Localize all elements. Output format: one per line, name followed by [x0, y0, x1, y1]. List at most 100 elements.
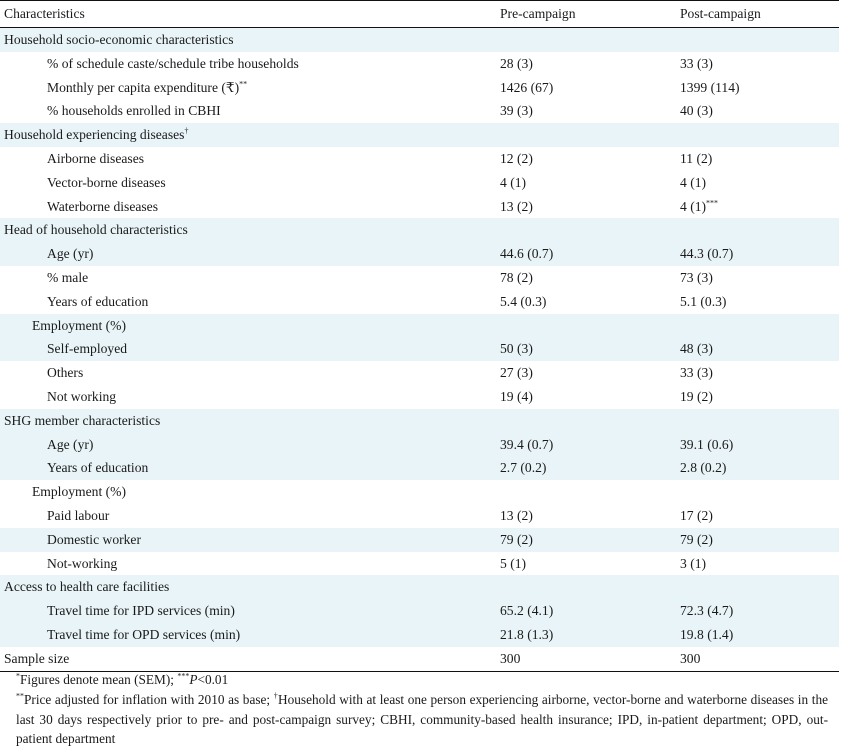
pre-campaign-value: 65.2 (4.1) [500, 599, 680, 623]
post-campaign-value-text: 48 (3) [680, 341, 713, 357]
row-label-footnote-marker: ** [239, 79, 248, 89]
row-label: Others [0, 361, 500, 385]
post-campaign-value-text: 2.8 (0.2) [680, 460, 727, 476]
post-campaign-value [680, 408, 839, 433]
row-label-text: Employment (%) [32, 484, 127, 500]
pre-campaign-value: 2.7 (0.2) [500, 456, 680, 481]
section-row: Household experiencing diseases† [0, 123, 839, 147]
row-label-text: Travel time for OPD services (min) [47, 626, 241, 642]
row-label: Airborne diseases [0, 147, 500, 171]
footnote-text: <0.01 [197, 672, 229, 687]
post-campaign-value: 33 (3) [680, 361, 839, 385]
post-campaign-value: 3 (1) [680, 552, 839, 576]
pre-campaign-value: 44.6 (0.7) [500, 242, 680, 266]
post-campaign-value: 300 [680, 646, 839, 672]
post-campaign-value-text: 3 (1) [680, 555, 707, 571]
footnote-marker: ** [16, 691, 24, 701]
characteristics-table: Characteristics Pre-campaign Post-campai… [0, 0, 839, 672]
table-row: Age (yr) 39.4 (0.7) 39.1 (0.6) [0, 432, 839, 457]
pre-campaign-value: 79 (2) [500, 527, 680, 552]
post-campaign-value-text: 73 (3) [680, 269, 713, 285]
table-row: Waterborne diseases 13 (2) 4 (1)*** [0, 195, 839, 219]
row-label-text: Not-working [47, 555, 118, 571]
pre-campaign-value [500, 313, 680, 338]
pre-campaign-value-text: 39 (3) [500, 103, 533, 119]
post-campaign-value: 73 (3) [680, 266, 839, 290]
footnote-marker: *** [177, 671, 190, 681]
section-label: Household experiencing diseases† [0, 123, 500, 147]
table-row: Self-employed 50 (3) 48 (3) [0, 337, 839, 362]
pre-campaign-value-text: 13 (2) [500, 198, 533, 214]
row-label: Travel time for OPD services (min) [0, 622, 500, 647]
row-label-text: Access to health care facilities [4, 579, 170, 595]
post-campaign-value: 44.3 (0.7) [680, 242, 839, 266]
header-pre-campaign: Pre-campaign [500, 0, 680, 28]
post-campaign-value: 17 (2) [680, 504, 839, 528]
row-label: Self-employed [0, 337, 500, 362]
pre-campaign-value-text: 39.4 (0.7) [500, 436, 554, 452]
row-label-text: Years of education [47, 293, 149, 309]
pre-campaign-value [500, 27, 680, 52]
section-row: SHG member characteristics [0, 408, 839, 433]
table-row: Monthly per capita expenditure (₹)** 1426… [0, 76, 839, 100]
pre-campaign-value-text: 13 (2) [500, 507, 533, 523]
post-campaign-value: 19.8 (1.4) [680, 622, 839, 647]
table-row: Paid labour 13 (2) 17 (2) [0, 504, 839, 528]
row-label-text: Paid labour [47, 507, 110, 523]
pre-campaign-value: 300 [500, 646, 680, 672]
table-row: Age (yr) 44.6 (0.7) 44.3 (0.7) [0, 242, 839, 266]
table-row: % of schedule caste/schedule tribe house… [0, 52, 839, 76]
subgroup-label: Employment (%) [0, 480, 500, 504]
post-campaign-value: 72.3 (4.7) [680, 599, 839, 623]
row-label-text: Household experiencing diseases [4, 127, 185, 143]
section-row: Sample size 300 300 [0, 646, 839, 672]
post-campaign-value-text: 11 (2) [680, 150, 713, 166]
section-row: Access to health care facilities [0, 575, 839, 600]
row-label-text: Not working [47, 388, 117, 404]
row-label-text: % male [47, 269, 89, 285]
data-table-container: Characteristics Pre-campaign Post-campai… [0, 0, 839, 672]
post-campaign-value-text: 33 (3) [680, 365, 713, 381]
post-campaign-value: 79 (2) [680, 527, 839, 552]
post-campaign-value [680, 313, 839, 338]
pre-campaign-value-text: 65.2 (4.1) [500, 603, 554, 619]
pre-campaign-value-text: 1426 (67) [500, 79, 554, 95]
post-campaign-value-text: 40 (3) [680, 103, 713, 119]
pre-campaign-value: 12 (2) [500, 147, 680, 171]
pre-campaign-value-text: 78 (2) [500, 269, 533, 285]
row-label: Travel time for IPD services (min) [0, 599, 500, 623]
post-campaign-value [680, 480, 839, 504]
row-label-text: Self-employed [47, 341, 128, 357]
section-label: Household socio-economic characteristics [0, 27, 500, 52]
post-campaign-value-text: 4 (1) [680, 174, 707, 190]
row-label: Years of education [0, 456, 500, 481]
row-label: Not-working [0, 552, 500, 576]
table-row: Not working 19 (4) 19 (2) [0, 385, 839, 409]
footnote-1: *Figures denote mean (SEM); ***P<0.01 [16, 670, 828, 690]
pre-campaign-value: 78 (2) [500, 266, 680, 290]
subgroup-label: Employment (%) [0, 313, 500, 338]
pre-campaign-value: 50 (3) [500, 337, 680, 362]
pre-campaign-value: 5.4 (0.3) [500, 290, 680, 314]
header-row: Characteristics Pre-campaign Post-campai… [0, 0, 839, 28]
row-label-text: Household socio-economic characteristics [4, 32, 234, 47]
row-label-text: % of schedule caste/schedule tribe house… [47, 55, 299, 71]
post-campaign-value-text: 4 (1) [680, 198, 707, 214]
pre-campaign-value: 27 (3) [500, 361, 680, 385]
row-label: Monthly per capita expenditure (₹)** [0, 76, 500, 100]
row-label-text: Head of household characteristics [4, 222, 188, 238]
row-label-text: Years of education [47, 460, 149, 476]
pre-campaign-value [500, 123, 680, 147]
row-label-text: Others [47, 365, 84, 381]
row-label-text: Monthly per capita expenditure (₹) [47, 79, 240, 95]
pre-campaign-value-text: 21.8 (1.3) [500, 626, 554, 642]
subgroup-row: Employment (%) [0, 480, 839, 504]
table-row: Travel time for IPD services (min) 65.2 (… [0, 599, 839, 623]
post-campaign-value [680, 27, 839, 52]
post-campaign-value-text: 19.8 (1.4) [680, 626, 734, 642]
table-row: Domestic worker 79 (2) 79 (2) [0, 527, 839, 552]
pre-campaign-value: 5 (1) [500, 552, 680, 576]
post-campaign-value: 19 (2) [680, 385, 839, 409]
section-label: SHG member characteristics [0, 408, 500, 433]
section-label: Head of household characteristics [0, 218, 500, 243]
